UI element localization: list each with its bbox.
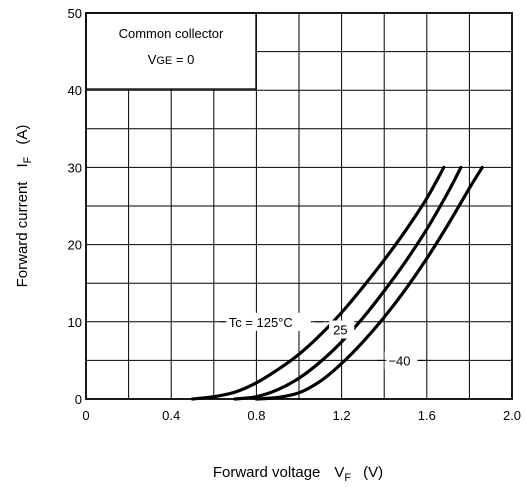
axis-ticks: 0 0.4 0.8 1.2 1.6 2.0 0 10 20 30 40 50 bbox=[68, 6, 522, 423]
annotation-line-1: Common collector bbox=[119, 26, 224, 41]
y-tick-label: 10 bbox=[68, 315, 82, 330]
x-axis-title-unit: (V) bbox=[363, 464, 383, 481]
x-tick-label: 0.8 bbox=[247, 408, 265, 423]
x-axis-title-main: Forward voltage bbox=[213, 464, 321, 481]
y-axis-title-unit: (A) bbox=[14, 125, 31, 145]
curve-125c bbox=[190, 165, 446, 401]
x-axis-title-subscript: F bbox=[344, 472, 351, 484]
curve-labels: Tc = 125°C 25 −40 bbox=[220, 312, 427, 370]
label-125c-background bbox=[224, 312, 311, 331]
x-tick-label: 0.4 bbox=[162, 408, 180, 423]
x-tick-label: 0 bbox=[82, 408, 89, 423]
y-axis-title-main: Forward current bbox=[14, 181, 31, 288]
label-minus40c: −40 bbox=[388, 353, 410, 368]
label-25c-background bbox=[329, 320, 355, 339]
y-tick-label: 30 bbox=[68, 160, 82, 175]
plot-frame bbox=[85, 12, 513, 400]
annotation-vge-symbol: V bbox=[148, 52, 157, 67]
y-axis-title-subscript: F bbox=[22, 156, 34, 163]
y-axis-title-symbol: I bbox=[14, 163, 31, 167]
x-tick-label: 1.6 bbox=[418, 408, 436, 423]
annotation-vge-value: = 0 bbox=[172, 52, 194, 67]
x-tick-label: 2.0 bbox=[503, 408, 521, 423]
x-axis-title-symbol: V bbox=[334, 464, 344, 481]
x-tick-label: 1.2 bbox=[333, 408, 351, 423]
label-25c: 25 bbox=[333, 323, 347, 338]
y-tick-label: 20 bbox=[68, 238, 82, 253]
annotation-box bbox=[85, 12, 257, 90]
y-tick-label: 40 bbox=[68, 83, 82, 98]
label-125c: Tc = 125°C bbox=[229, 315, 293, 330]
annotation-vge-subscript: GE bbox=[156, 55, 172, 67]
x-axis-title: Forward voltage VF (V) bbox=[213, 464, 383, 484]
annotation-line-2: VGE = 0 bbox=[148, 52, 195, 67]
label-minus40c-background bbox=[384, 351, 418, 370]
y-tick-label: 50 bbox=[68, 6, 82, 21]
curve-minus40c bbox=[254, 165, 484, 401]
y-axis-title: Forward current IF (A) bbox=[14, 125, 34, 288]
y-tick-label: 0 bbox=[75, 392, 82, 407]
